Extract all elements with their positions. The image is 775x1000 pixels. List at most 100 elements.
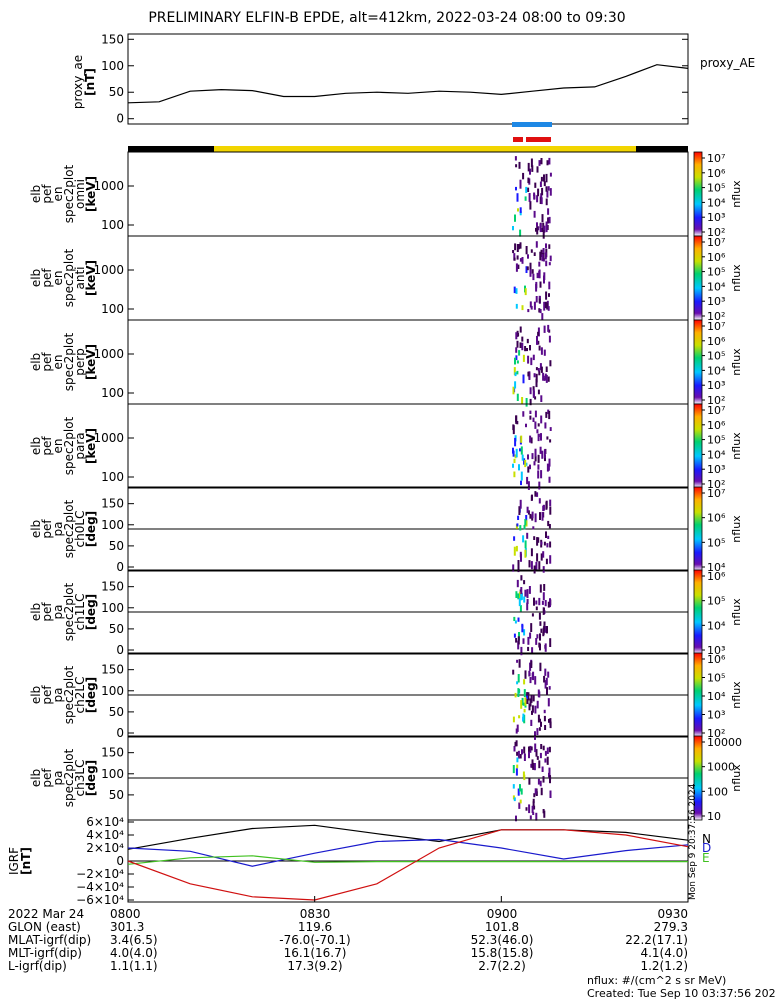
- spectrogram-cell: [536, 728, 539, 736]
- colorbar-label: 10³: [707, 644, 725, 657]
- spectrogram-cell: [527, 692, 530, 701]
- colorbar-label: 10⁶: [707, 335, 726, 348]
- ae-ytick-label: 150: [101, 32, 124, 46]
- spectrogram-cell: [524, 196, 527, 201]
- spectrogram-cell: [537, 470, 540, 479]
- spectrogram-cell: [519, 605, 522, 612]
- spectrogram-cell: [532, 694, 535, 702]
- spectrogram-cell: [539, 309, 542, 314]
- spectrogram-cell: [526, 589, 529, 598]
- table-cell: 101.8: [485, 920, 519, 934]
- spectrogram-cell: [537, 433, 540, 442]
- spectrogram-cell: [547, 306, 550, 311]
- spectrogram-cell: [514, 381, 517, 389]
- spectrogram-cell: [523, 746, 526, 754]
- spectrogram-cell: [533, 301, 536, 310]
- blue-indicator: [512, 122, 552, 127]
- spectrogram-cell: [525, 807, 528, 811]
- spectrogram-cell: [543, 675, 546, 683]
- spectrogram-cell: [527, 254, 529, 259]
- spectrogram-cell: [519, 551, 522, 558]
- spectrogram-cell: [518, 591, 521, 600]
- spectrogram-ylabel-line: pa: [51, 522, 65, 537]
- spectrogram-cell: [523, 708, 526, 713]
- table-cell: 4.1(4.0): [640, 946, 688, 960]
- spectrogram-cell: [540, 176, 543, 182]
- spectrogram-cell: [517, 640, 520, 650]
- spectrogram-cell: [526, 602, 529, 611]
- spectrogram-cell: [531, 269, 534, 274]
- spectrogram-cell: [527, 179, 530, 183]
- spectrogram-cell: [529, 698, 532, 707]
- spectrogram-cell: [530, 561, 533, 570]
- table-row-label: 2022 Mar 24: [8, 907, 84, 921]
- spectrogram-cell: [524, 704, 527, 708]
- spectrogram-cell: [537, 423, 540, 427]
- table-row-label: MLT-igrf(dip): [8, 946, 82, 960]
- spectrogram-cell: [525, 246, 528, 255]
- spectrogram-cell: [539, 512, 541, 520]
- spectrogram-cell: [522, 535, 525, 543]
- colorbar-label: 10⁴: [707, 280, 726, 293]
- table-cell: 16.1(16.7): [284, 946, 347, 960]
- spectrogram-ylabel-line: pef: [40, 602, 54, 622]
- spectrogram-cell: [529, 513, 532, 519]
- spectrogram-ylabel-line: [deg]: [84, 511, 98, 547]
- spectrogram-cell: [515, 332, 518, 340]
- spectrogram-cell: [544, 301, 547, 309]
- spectrogram-cell: [549, 427, 552, 431]
- table-cell: 0930: [657, 907, 688, 921]
- spectrogram-cell: [529, 269, 532, 277]
- spectrogram-cell: [543, 715, 546, 722]
- spectrogram-cell: [540, 249, 543, 257]
- spectrogram-cell: [519, 229, 522, 237]
- spectrogram-cell: [536, 222, 538, 227]
- table-cell: 0830: [300, 907, 331, 921]
- spectrogram-cell: [527, 646, 530, 651]
- spectrogram-ylabel-line: spec2plot: [62, 416, 76, 475]
- spectrogram-ylabel-line: pa: [51, 688, 65, 703]
- spectrogram-cell: [538, 498, 541, 504]
- table-row-label: L-igrf(dip): [8, 959, 67, 973]
- ae-legend: proxy_AE: [700, 56, 755, 70]
- spectrogram-cell: [520, 435, 523, 443]
- spectrogram-cell: [512, 386, 515, 395]
- spectrogram-cell: [545, 243, 547, 249]
- colorbar: [693, 652, 703, 738]
- spectrogram-cell: [516, 724, 519, 732]
- spectrogram-cell: [539, 181, 542, 187]
- spectrogram-cell: [546, 190, 549, 198]
- spectrogram-cell: [521, 697, 524, 706]
- colorbar-label: 10000: [707, 736, 742, 749]
- spectrogram-ylabel-line: ch3LC: [73, 760, 87, 797]
- spectrogram-cell: [522, 172, 525, 180]
- spectrogram-cell: [532, 273, 535, 281]
- spectrogram-cell: [529, 677, 532, 684]
- spectrogram-cell: [514, 156, 517, 161]
- spectrogram-cell: [542, 230, 545, 239]
- spectrogram-cell: [534, 410, 537, 418]
- spectrogram-cell: [536, 700, 539, 709]
- spectrogram-cell: [523, 596, 526, 603]
- spectrogram-cell: [515, 164, 518, 168]
- spectrogram-cell: [523, 702, 526, 706]
- spectrogram-cell: [515, 448, 518, 458]
- spectrogram-cell: [525, 266, 528, 273]
- spectrogram-cell: [533, 805, 536, 810]
- spectrogram-cell: [519, 210, 522, 216]
- spectrogram-cell: [512, 765, 515, 774]
- spectrogram-cell: [516, 681, 519, 685]
- spectrogram-cell: [549, 360, 552, 367]
- colorbar-label: 10⁶: [707, 251, 726, 264]
- spectrogram-cell: [520, 471, 523, 481]
- orbit-bar-black-right: [636, 146, 688, 152]
- spectrogram-cell: [531, 805, 534, 813]
- spectrogram-cell: [537, 464, 540, 470]
- spectrogram-cell: [536, 335, 538, 345]
- spectrogram-ylabel-line: en: [51, 355, 65, 370]
- spectrogram-cell: [545, 221, 548, 231]
- spectrogram-ylabel-line: ch1LC: [73, 594, 87, 631]
- table-cell: 119.6: [298, 920, 332, 934]
- spectrogram-cell: [543, 810, 546, 818]
